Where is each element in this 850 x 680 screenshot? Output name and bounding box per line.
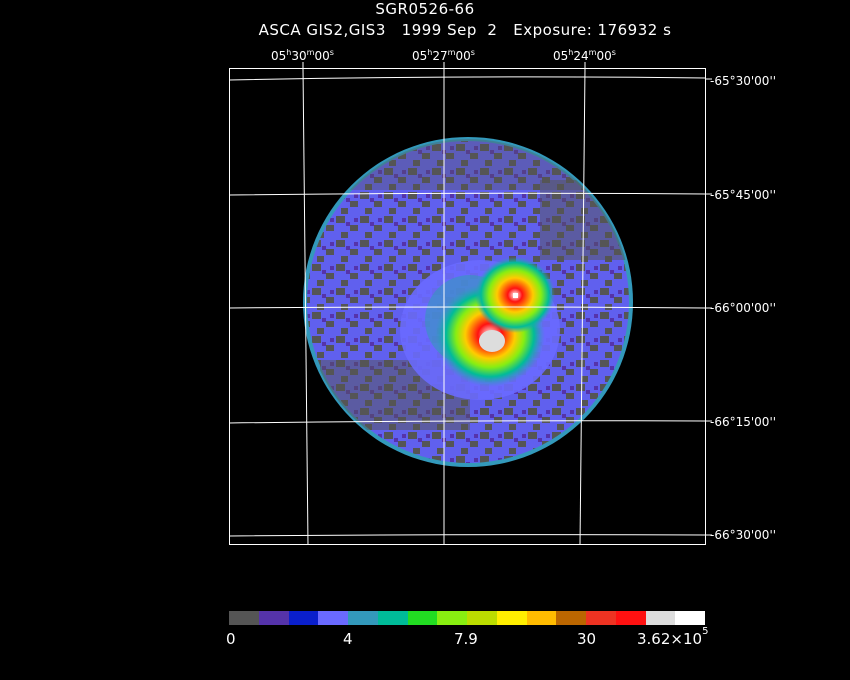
- dec-label-2: -66°00'00'': [710, 301, 777, 315]
- colorbar-label-1: 4: [343, 630, 353, 648]
- colorbar-swatch-12: [586, 611, 616, 625]
- colorbar-swatch-10: [526, 611, 557, 625]
- image-title: SGR0526-66: [375, 0, 475, 18]
- ra-label-0: 05h30m00s: [271, 48, 334, 63]
- colorbar-swatch-1: [258, 611, 289, 625]
- colorbar-label-2: 7.9: [454, 630, 478, 648]
- dec-label-3: -66°15'00'': [710, 415, 777, 429]
- dec-label-1: -65°45'00'': [710, 188, 777, 202]
- ra-label-1: 05h27m00s: [412, 48, 475, 63]
- colorbar-label-3: 30: [577, 630, 597, 648]
- colorbar-label-max: 3.62×105: [637, 626, 709, 648]
- image-subtitle: ASCA GIS2,GIS3 1999 Sep 2 Exposure: 1769…: [258, 21, 672, 39]
- colorbar-swatch-5: [377, 611, 408, 625]
- colorbar-label-0: 0: [226, 630, 236, 648]
- colorbar-swatch-4: [348, 611, 378, 625]
- dec-label-0: -65°30'00'': [710, 74, 777, 88]
- dec-label-4: -66°30'00'': [710, 528, 777, 542]
- colorbar-swatch-11: [556, 611, 586, 625]
- colorbar-swatch-14: [645, 611, 676, 625]
- coordinate-grid: [228, 62, 712, 546]
- colorbar-swatch-9: [496, 611, 527, 625]
- color-scale-bar: [229, 611, 705, 625]
- colorbar-swatch-0: [229, 611, 259, 625]
- detector-field: [303, 137, 633, 467]
- colorbar-swatch-3: [318, 611, 348, 625]
- colorbar-swatch-8: [467, 611, 497, 625]
- colorbar-swatch-2: [288, 611, 319, 625]
- ra-label-2: 05h24m00s: [553, 48, 616, 63]
- colorbar-swatch-15: [675, 611, 705, 625]
- colorbar-swatch-13: [615, 611, 646, 625]
- colorbar-swatch-7: [437, 611, 467, 625]
- colorbar-swatch-6: [407, 611, 438, 625]
